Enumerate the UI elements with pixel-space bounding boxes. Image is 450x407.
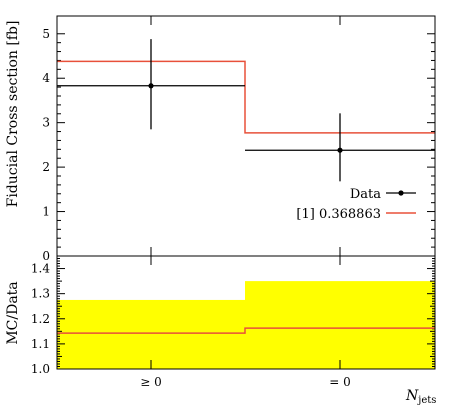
x-axis-label-sub: jets [417,395,436,406]
ratio-band [57,281,435,369]
uncertainty-band-bin [57,299,245,369]
ratio-frame [56,255,436,370]
legend: Data [1] 0.368863 [296,187,416,222]
ratio-panel: 1.0 1.1 1.2 1.3 1.4 ≥ 0 = 0 [31,255,436,389]
main-y-tick-label: 0 [42,249,50,263]
ratio-series [57,327,435,334]
ratio-y-tick-label: 1.2 [31,312,50,326]
main-y-ticks: 0 1 2 3 4 5 [42,27,435,263]
main-panel: 0 1 2 3 4 5 [42,15,436,263]
legend-label-data: Data [350,187,381,202]
ratio-y-tick-label: 1.4 [31,262,50,276]
ratio-x-ticks: ≥ 0 = 0 [140,256,351,389]
legend-label-mc: [1] 0.368863 [296,207,381,222]
main-y-tick-label: 3 [42,116,50,130]
main-y-tick-label: 2 [42,160,50,174]
ratio-step-line [57,327,435,334]
ratio-y-tick-label: 1.0 [31,362,50,376]
x-category-label: = 0 [329,375,351,389]
main-x-ticks [150,16,341,256]
main-y-tick-label: 5 [42,27,50,41]
main-y-tick-label: 1 [42,205,50,219]
ratio-y-tick-label: 1.3 [31,287,50,301]
ratio-y-axis-label: MC/Data [5,281,21,344]
x-category-label: ≥ 0 [140,375,162,389]
data-point [148,83,154,89]
data-point [337,147,343,153]
mc-step-line [57,60,435,134]
legend-swatch-data-marker [398,190,404,196]
x-axis-label-main: N [405,388,419,404]
x-axis-label: Njets [405,388,436,406]
main-y-tick-label: 4 [42,71,50,85]
main-series [57,39,435,182]
main-y-axis-label: Fiducial Cross section [fb] [5,21,21,208]
uncertainty-band-bin [245,281,435,369]
ratio-y-tick-label: 1.1 [31,337,50,351]
